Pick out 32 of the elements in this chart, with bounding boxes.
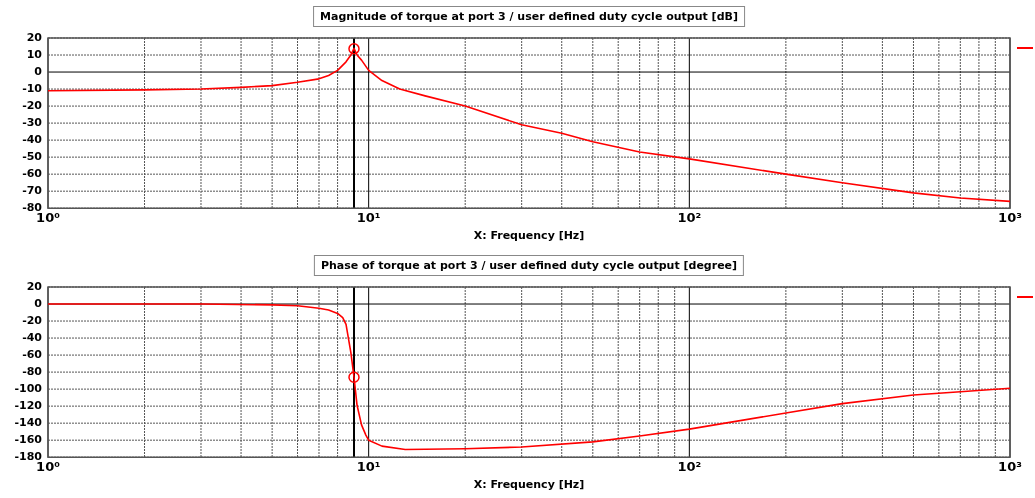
y-tick-label: -120 <box>14 399 43 412</box>
y-tick-label: -60 <box>22 167 43 181</box>
x-axis-title: X: Frequency [Hz] <box>473 478 585 492</box>
y-tick-label: -100 <box>14 381 43 395</box>
y-tick-label: -160 <box>14 433 43 447</box>
y-tick-label: 20 <box>26 279 43 293</box>
x-axis-title: X: Frequency [Hz] <box>473 229 585 243</box>
y-tick-label: -20 <box>22 313 43 327</box>
y-tick-label: -10 <box>22 81 43 95</box>
x-tick-label: 10³ <box>998 210 1022 226</box>
y-tick-label: -40 <box>22 330 43 344</box>
chart-title: Phase of torque at port 3 / user defined duty cycle output [degree] <box>313 255 745 276</box>
y-tick-label: -140 <box>14 416 43 430</box>
y-tick-label: -80 <box>22 364 43 378</box>
x-tick-label: 10¹ <box>356 210 381 226</box>
y-tick-label: -70 <box>22 184 43 198</box>
y-tick-label: -40 <box>22 132 43 146</box>
y-tick-label: -30 <box>22 115 43 129</box>
y-tick-label: 10 <box>26 47 43 61</box>
y-tick-label: -50 <box>22 150 43 163</box>
x-tick-label: 10¹ <box>356 459 381 475</box>
x-tick-label: 10⁰ <box>36 210 61 226</box>
y-tick-label: 0 <box>34 296 43 310</box>
chart-title: Magnitude of torque at port 3 / user defined duty cycle output [dB] <box>313 6 745 27</box>
x-tick-label: 10⁰ <box>36 459 61 475</box>
x-tick-label: 10² <box>677 459 702 475</box>
y-tick-label: 0 <box>34 64 43 78</box>
y-tick-label: -60 <box>22 347 43 361</box>
y-tick-label: -20 <box>22 98 43 112</box>
y-tick-label: 20 <box>26 30 43 44</box>
x-tick-label: 10³ <box>998 459 1022 475</box>
x-tick-label: 10² <box>677 210 702 226</box>
